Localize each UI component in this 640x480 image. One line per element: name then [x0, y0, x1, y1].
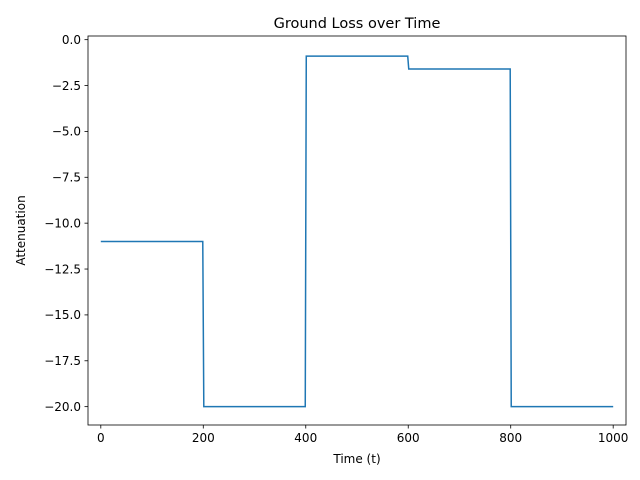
x-tick-label: 200 — [192, 431, 215, 445]
x-tick-label: 600 — [397, 431, 420, 445]
y-axis-label: Attenuation — [14, 195, 28, 265]
y-tick-label: −12.5 — [44, 262, 81, 276]
y-axis-ticks: 0.0 −2.5 −5.0 −7.5 −10.0 −12.5 −15.0 −17.5 −20.0 — [44, 33, 88, 414]
y-tick-label: −10.0 — [44, 216, 81, 230]
x-axis-ticks: 0 200 400 600 800 1000 — [97, 425, 628, 445]
y-tick-label: −7.5 — [52, 171, 81, 185]
y-tick-label: −20.0 — [44, 400, 81, 414]
y-tick-label: −2.5 — [52, 79, 81, 93]
x-tick-label: 400 — [294, 431, 317, 445]
x-axis-label: Time (t) — [332, 452, 380, 466]
x-tick-label: 800 — [499, 431, 522, 445]
y-tick-label: −17.5 — [44, 354, 81, 368]
y-tick-label: −5.0 — [52, 125, 81, 139]
series-layer — [100, 55, 614, 408]
plot-frame — [87, 35, 627, 426]
plot-area — [88, 36, 626, 425]
chart-title: Ground Loss over Time — [274, 16, 441, 32]
series-line — [100, 55, 614, 408]
y-tick-label: −15.0 — [44, 308, 81, 322]
y-tick-label: 0.0 — [62, 33, 81, 47]
x-tick-label: 1000 — [598, 431, 629, 445]
x-tick-label: 0 — [97, 431, 105, 445]
